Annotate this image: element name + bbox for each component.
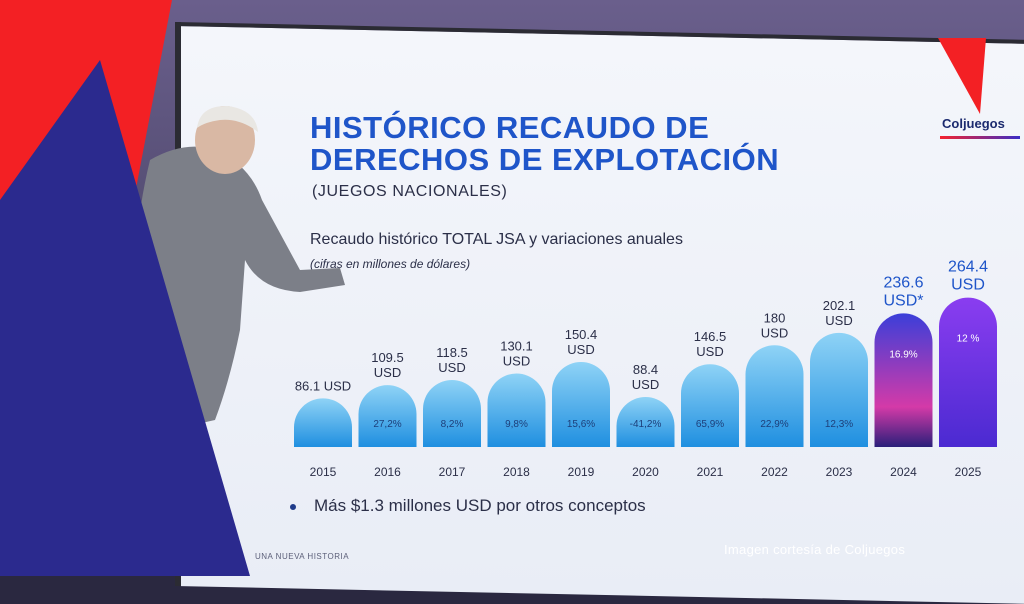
decorative-frame bbox=[0, 0, 986, 576]
x-tick-2025: 2025 bbox=[955, 465, 982, 479]
chart-title: Recaudo histórico TOTAL JSA y variacione… bbox=[310, 231, 683, 248]
value-label-2018: 130.1 USD bbox=[500, 338, 533, 368]
variation-label-2017: 8,2% bbox=[441, 419, 464, 430]
x-tick-2016: 2016 bbox=[374, 465, 401, 479]
x-tick-2018: 2018 bbox=[503, 465, 530, 479]
x-tick-2024: 2024 bbox=[890, 465, 917, 479]
value-label-2021: 146.5 USD bbox=[694, 329, 727, 359]
logo-underline bbox=[940, 136, 1020, 139]
bar-2016 bbox=[358, 385, 417, 447]
variation-label-2023: 12,3% bbox=[825, 419, 853, 430]
x-tick-2019: 2019 bbox=[568, 465, 595, 479]
bar-2024 bbox=[874, 313, 933, 447]
slide-title: HISTÓRICO RECAUDO DE DERECHOS DE EXPLOTA… bbox=[310, 110, 780, 177]
bar-2019 bbox=[552, 362, 610, 447]
x-tick-2022: 2022 bbox=[761, 465, 788, 479]
bullet-text: Más $1.3 millones USD por otros concepto… bbox=[314, 496, 646, 515]
slide-subtitle: (JUEGOS NACIONALES) bbox=[312, 183, 508, 200]
value-label-2015: 86.1 USD bbox=[295, 378, 351, 393]
bar-2018 bbox=[487, 373, 546, 447]
x-tick-2021: 2021 bbox=[697, 465, 724, 479]
slide-footer-tag: UNA NUEVA HISTORIA bbox=[255, 552, 350, 561]
value-label-2016: 109.5 USD bbox=[371, 350, 404, 380]
variation-label-2019: 15,6% bbox=[567, 419, 595, 430]
bar-2015 bbox=[294, 398, 352, 447]
bar-2020 bbox=[616, 397, 675, 447]
variation-label-2025: 12 % bbox=[957, 334, 980, 345]
value-label-2022: 180 USD bbox=[761, 310, 788, 340]
bullet-dot bbox=[290, 503, 296, 510]
variation-label-2021: 65,9% bbox=[696, 419, 724, 430]
coljuegos-logo: Coljuegos bbox=[942, 116, 1005, 131]
bar-2021 bbox=[681, 364, 739, 447]
variation-label-2020: -41,2% bbox=[630, 419, 662, 430]
value-label-2025: 264.4 USD bbox=[948, 259, 988, 294]
value-label-2019: 150.4 USD bbox=[565, 327, 598, 357]
variation-label-2016: 27,2% bbox=[373, 419, 401, 430]
bar-2022 bbox=[745, 345, 804, 447]
bar-2025 bbox=[939, 297, 997, 447]
bar-2017 bbox=[423, 380, 481, 447]
x-tick-2020: 2020 bbox=[632, 465, 659, 479]
value-label-2024: 236.6 USD* bbox=[883, 274, 923, 309]
x-tick-2015: 2015 bbox=[310, 465, 337, 479]
value-label-2017: 118.5 USD bbox=[436, 345, 468, 375]
variation-label-2024: 16.9% bbox=[889, 349, 917, 360]
x-tick-2023: 2023 bbox=[826, 465, 853, 479]
image-credit: Imagen cortesía de Coljuegos bbox=[724, 542, 906, 557]
chart-subtitle: (cifras en millones de dólares) bbox=[310, 257, 471, 271]
bullet-point: Más $1.3 millones USD por otros concepto… bbox=[290, 496, 646, 516]
bar-chart: 86.1 USD 2015 109.5 USD 27,2% 2016 118.5 USD 8,2… bbox=[294, 258, 997, 479]
variation-label-2022: 22,9% bbox=[760, 419, 788, 430]
value-label-2023: 202.1 USD bbox=[823, 298, 856, 328]
bar-2023 bbox=[810, 332, 868, 447]
variation-label-2018: 9,8% bbox=[505, 419, 528, 430]
x-tick-2017: 2017 bbox=[439, 465, 466, 479]
value-label-2020: 88.4 USD bbox=[632, 362, 659, 392]
